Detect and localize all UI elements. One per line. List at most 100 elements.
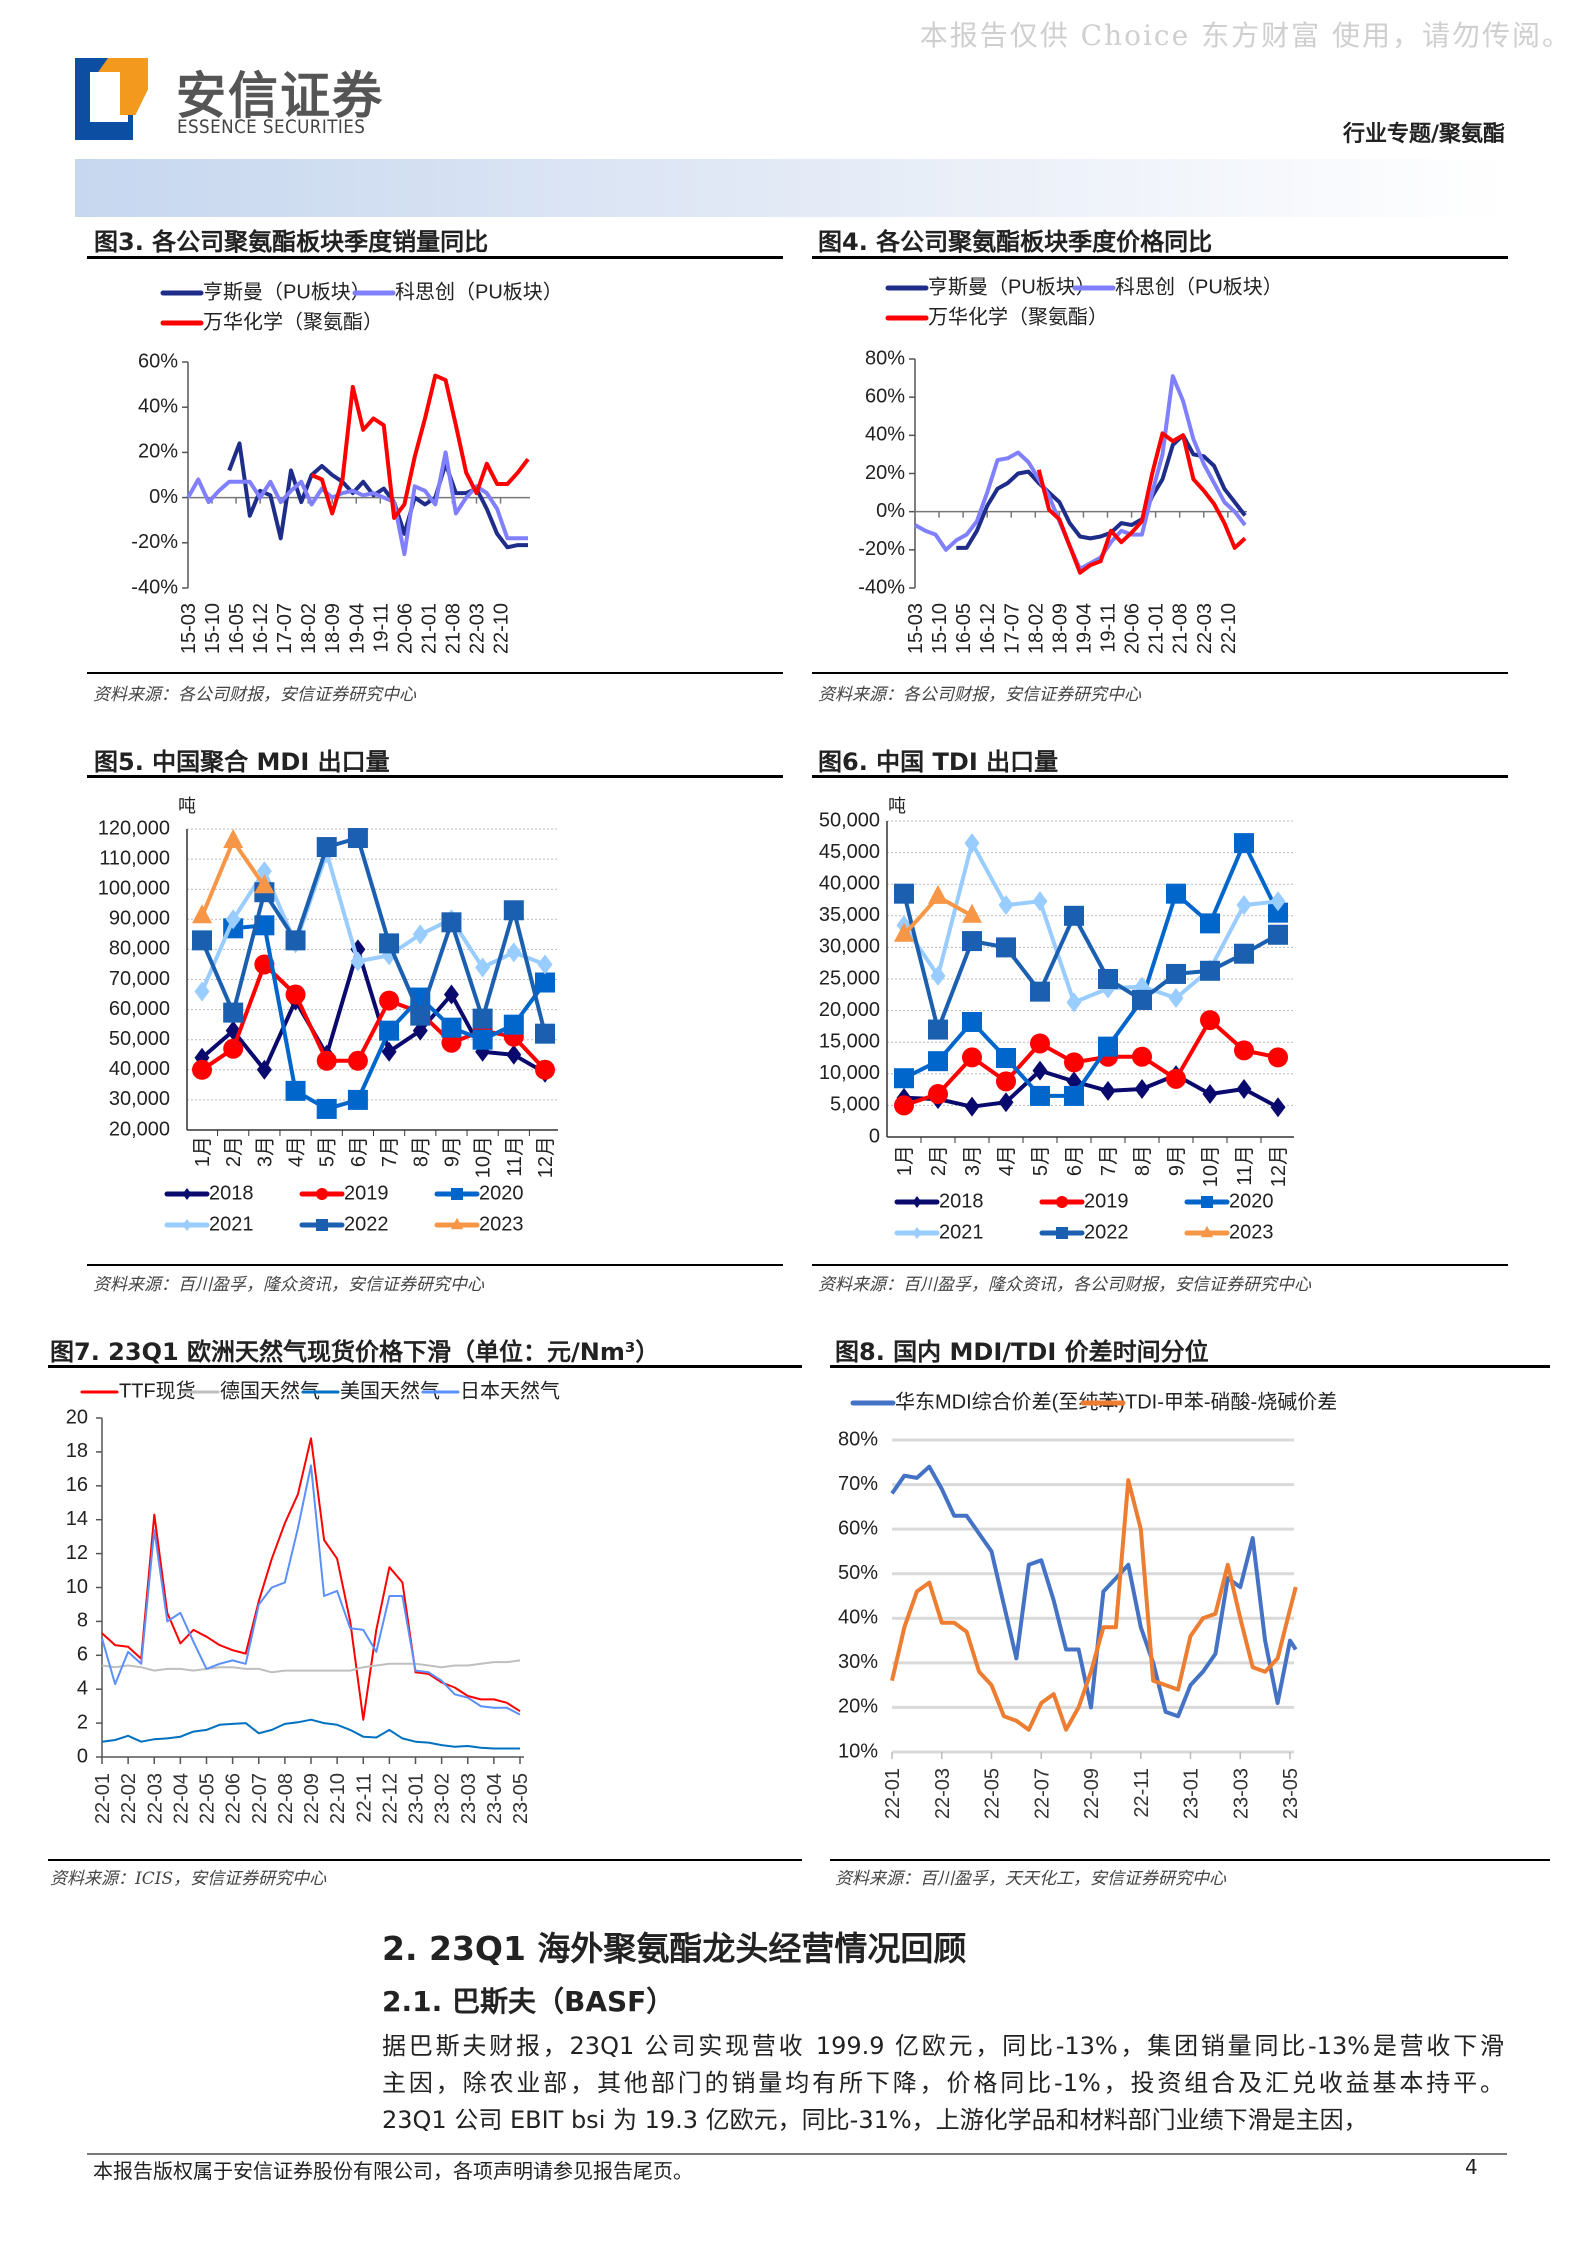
y-tick-label: 30,000 bbox=[819, 936, 880, 958]
marker-diamond bbox=[350, 951, 366, 972]
x-tick-label: 22-09 bbox=[301, 1773, 323, 1824]
marker-diamond bbox=[1100, 1080, 1116, 1101]
x-tick-label: 22-12 bbox=[379, 1773, 401, 1824]
x-tick-label: 23-05 bbox=[1280, 1768, 1302, 1819]
x-tick-label: 18-09 bbox=[322, 603, 344, 654]
y-tick-label: 5,000 bbox=[830, 1094, 880, 1116]
marker-circle bbox=[962, 1047, 982, 1068]
marker-diamond bbox=[912, 1196, 922, 1208]
series-line-科思创（PU板块） bbox=[186, 450, 528, 557]
x-tick-label: 22-10 bbox=[491, 603, 513, 654]
x-tick-label: 16-12 bbox=[977, 603, 999, 654]
marker-circle bbox=[535, 1059, 555, 1080]
x-tick-label: 12月 bbox=[535, 1136, 557, 1178]
x-tick-label: 15-10 bbox=[929, 603, 951, 654]
x-tick-label: 16-05 bbox=[226, 603, 248, 654]
marker-square bbox=[472, 1008, 493, 1029]
x-tick-label: 23-02 bbox=[432, 1773, 454, 1824]
x-tick-label: 8月 bbox=[1132, 1145, 1154, 1176]
report-type: 行业专题/聚氨酯 bbox=[1342, 122, 1505, 147]
x-tick-label: 10月 bbox=[473, 1136, 495, 1178]
marker-square bbox=[894, 1068, 914, 1089]
legend-label: 美国天然气 bbox=[340, 1379, 440, 1402]
x-tick-label: 22-10 bbox=[1218, 603, 1240, 654]
divider bbox=[48, 1859, 802, 1861]
marker-square bbox=[347, 828, 368, 849]
y-tick-label: 10% bbox=[838, 1740, 878, 1762]
x-tick-label: 12月 bbox=[1268, 1145, 1290, 1187]
marker-square bbox=[1098, 969, 1118, 989]
legend-label: 万华化学（聚氨酯） bbox=[928, 305, 1108, 328]
x-tick-label: 22-01 bbox=[92, 1773, 114, 1824]
marker-diamond bbox=[506, 942, 522, 963]
marker-square bbox=[472, 1029, 493, 1050]
marker-diamond bbox=[1032, 1060, 1048, 1081]
marker-circle bbox=[996, 1071, 1016, 1092]
x-tick-label: 15-10 bbox=[202, 603, 224, 654]
marker-square bbox=[535, 1023, 555, 1044]
marker-square bbox=[379, 933, 400, 954]
marker-square bbox=[535, 972, 555, 993]
y-tick-label: 0% bbox=[149, 486, 178, 508]
y-tick-label: 40% bbox=[138, 395, 178, 417]
legend-label: 2020 bbox=[1229, 1190, 1274, 1212]
x-tick-label: 23-04 bbox=[484, 1773, 506, 1824]
x-tick-label: 22-06 bbox=[223, 1773, 245, 1824]
y-tick-label: 30,000 bbox=[109, 1088, 170, 1110]
legend-label: 2022 bbox=[1084, 1221, 1129, 1243]
divider bbox=[48, 1365, 802, 1368]
marker-circle bbox=[379, 990, 400, 1011]
x-tick-label: 9月 bbox=[1166, 1145, 1188, 1176]
x-tick-label: 16-05 bbox=[953, 603, 975, 654]
x-tick-label: 22-10 bbox=[327, 1773, 349, 1824]
figure-5-chart: 120,000 110,000 100,000 90,000 80,000 70,000 6… bbox=[98, 796, 558, 1235]
marker-circle bbox=[1234, 1040, 1254, 1061]
x-tick-label: 20-06 bbox=[394, 603, 416, 654]
marker-square bbox=[1166, 963, 1186, 984]
y-tick-label: 60% bbox=[838, 1517, 878, 1539]
marker-circle bbox=[441, 1032, 462, 1053]
figure-8-chart: 80% 70% 60% 50% 40% 30% 20% 10%22-01 22-03 22-05 2… bbox=[838, 1390, 1337, 1819]
x-tick-label: 22-11 bbox=[353, 1773, 375, 1823]
marker-circle bbox=[894, 1095, 914, 1116]
marker-square bbox=[928, 1019, 948, 1040]
legend-label: 科思创（PU板块） bbox=[395, 280, 563, 303]
figure-4-source: 资料来源：各公司财报，安信证券研究中心 bbox=[818, 685, 1141, 705]
marker-square bbox=[1268, 924, 1288, 945]
marker-square bbox=[1132, 989, 1152, 1010]
series-line-2022 bbox=[200, 836, 547, 1035]
marker-diamond bbox=[998, 895, 1014, 916]
y-tick-label: -40% bbox=[131, 576, 178, 598]
y-tick-label: 30% bbox=[838, 1651, 878, 1673]
y-tick-label: 100,000 bbox=[98, 877, 170, 899]
divider bbox=[812, 1264, 1508, 1266]
marker-square bbox=[996, 1048, 1016, 1068]
x-tick-label: 22-01 bbox=[882, 1768, 904, 1819]
marker-circle bbox=[1030, 1033, 1050, 1054]
x-tick-label: 15-03 bbox=[178, 603, 200, 654]
marker-triangle bbox=[928, 884, 948, 904]
marker-diamond bbox=[1168, 987, 1184, 1008]
legend-label: 日本天然气 bbox=[460, 1379, 560, 1402]
logo-text-cn: 安信证券 bbox=[176, 67, 384, 125]
marker-circle bbox=[1268, 1047, 1288, 1068]
series-line-TTF现货 bbox=[101, 1437, 521, 1721]
x-tick-label: 21-01 bbox=[1146, 603, 1168, 654]
figure-8-source: 资料来源：百川盈孚，天天化工，安信证券研究中心 bbox=[835, 1869, 1226, 1889]
legend-label: 2018 bbox=[209, 1182, 254, 1204]
marker-square bbox=[962, 931, 982, 952]
legend-label: 2019 bbox=[1084, 1190, 1129, 1212]
figure-4-chart: 80% 60% 40% 20% 0% -20% -40%15-03 15-10 16-05 16-… bbox=[858, 275, 1283, 654]
marker-diamond bbox=[964, 833, 980, 854]
x-tick-label: 17-07 bbox=[274, 603, 296, 654]
marker-diamond bbox=[1270, 1097, 1286, 1118]
marker-diamond bbox=[1236, 1078, 1252, 1099]
figure-3-title: 图3. 各公司聚氨酯板块季度销量同比 bbox=[94, 228, 489, 256]
legend-label: 2022 bbox=[344, 1213, 389, 1235]
y-tick-label: 45,000 bbox=[819, 841, 880, 863]
figure-5-source: 资料来源：百川盈孚，隆众资讯，安信证券研究中心 bbox=[93, 1275, 484, 1295]
marker-square bbox=[1166, 883, 1186, 904]
marker-diamond bbox=[1270, 891, 1286, 912]
marker-diamond bbox=[475, 957, 491, 978]
x-tick-label: 2月 bbox=[928, 1145, 950, 1176]
